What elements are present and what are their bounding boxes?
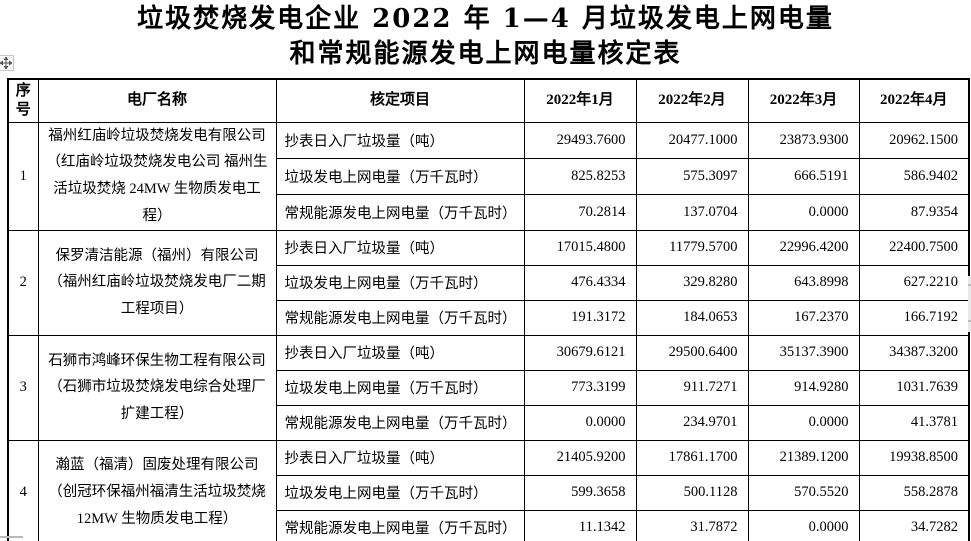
table-row: 1 福州红庙岭垃圾焚烧发电有限公司（红庙岭垃圾焚烧发电公司 福州生活垃圾焚烧 2… [7,121,970,231]
document-title-line2: 和常规能源发电上网电量核定表 [289,39,682,69]
value-cell: 599.3658 [523,474,637,511]
value-cell: 184.0653 [635,299,749,336]
bottom-left-resize-artifact [0,536,23,538]
item-cell: 抄表日入厂垃圾量（吨） [275,229,525,266]
plant-name-cell: 保罗清洁能源（福州）有限公司（福州红庙岭垃圾焚烧发电厂二期工程项目） [37,229,277,336]
value-cell: 476.4334 [523,264,637,301]
value-cell: 11779.5700 [635,229,749,266]
value-cell: 166.7192 [858,299,970,336]
table-row: 4 瀚蓝（福清）固废处理有限公司（创冠环保福州福清生活垃圾焚烧 12MW 生物质… [7,439,970,541]
value-cell: 773.3199 [523,369,637,406]
scrollbar-fragment[interactable] [968,276,971,332]
table-row: 常规能源发电上网电量（万千瓦时） 191.3172 184.0653 167.2… [8,299,970,336]
value-cell: 22996.4200 [747,229,860,266]
value-cell: 0.0000 [523,404,637,441]
index-cell: 4 [7,439,39,541]
value-cell: 911.7271 [635,369,749,406]
table-row: 垃圾发电上网电量（万千瓦时） 599.3658 500.1128 570.552… [8,474,970,511]
item-cell: 垃圾发电上网电量（万千瓦时） [275,157,525,195]
item-cell: 垃圾发电上网电量（万千瓦时） [275,474,525,511]
index-cell: 2 [7,229,39,336]
plant-name-cell: 石狮市鸿峰环保生物工程有限公司（石狮市垃圾焚烧发电综合处理厂扩建工程） [37,334,277,441]
value-cell: 87.9354 [858,193,970,231]
document-title-line1: 垃圾焚烧发电企业 2022 年 1—4 月垃圾发电上网电量 [137,4,834,34]
four-direction-arrows-icon [0,57,12,69]
table-row: 常规能源发电上网电量（万千瓦时） 70.2814 137.0704 0.0000… [8,193,970,231]
scrollbar-tick [968,284,971,286]
value-cell: 22400.7500 [858,229,970,266]
value-cell: 21389.1200 [747,439,860,476]
value-cell: 627.2210 [858,264,970,301]
header-month-jan: 2022年1月 [523,78,637,123]
item-cell: 常规能源发电上网电量（万千瓦时） [275,509,525,541]
value-cell: 191.3172 [523,299,637,336]
header-month-apr: 2022年4月 [858,78,970,123]
table-row: 垃圾发电上网电量（万千瓦时） 825.8253 575.3097 666.519… [8,157,970,195]
table-row: 3 石狮市鸿峰环保生物工程有限公司（石狮市垃圾焚烧发电综合处理厂扩建工程） 抄表… [7,334,970,441]
table-row: 2 保罗清洁能源（福州）有限公司（福州红庙岭垃圾焚烧发电厂二期工程项目） 抄表日… [7,229,970,336]
value-cell: 31.7872 [635,509,749,541]
value-cell: 29500.6400 [635,334,749,371]
value-cell: 0.0000 [747,404,860,441]
value-cell: 30679.6121 [523,334,637,371]
value-cell: 34387.3200 [858,334,970,371]
header-month-feb: 2022年2月 [635,78,749,123]
value-cell: 575.3097 [635,157,749,195]
header-month-mar: 2022年3月 [747,78,860,123]
table-header-row: 序号 电厂名称 核定项目 2022年1月 2022年2月 2022年3月 202… [7,78,970,123]
item-cell: 常规能源发电上网电量（万千瓦时） [275,404,525,441]
header-index: 序号 [7,78,39,123]
table-row: 垃圾发电上网电量（万千瓦时） 476.4334 329.8280 643.899… [8,264,970,301]
value-cell: 558.2878 [858,474,970,511]
value-cell: 21405.9200 [523,439,637,476]
value-cell: 41.3781 [858,404,970,441]
scrollbar-tick [968,320,971,322]
value-cell: 34.7282 [858,509,970,541]
value-cell: 500.1128 [635,474,749,511]
value-cell: 35137.3900 [747,334,860,371]
item-cell: 抄表日入厂垃圾量（吨） [275,334,525,371]
value-cell: 11.1342 [523,509,637,541]
plant-name-cell: 瀚蓝（福清）固废处理有限公司（创冠环保福州福清生活垃圾焚烧 12MW 生物质发电… [37,439,277,541]
item-cell: 抄表日入厂垃圾量（吨） [275,439,525,476]
value-cell: 666.5191 [747,157,860,195]
value-cell: 234.9701 [635,404,749,441]
item-cell: 抄表日入厂垃圾量（吨） [275,121,525,159]
value-cell: 570.5520 [747,474,860,511]
value-cell: 20962.1500 [858,121,970,159]
item-cell: 垃圾发电上网电量（万千瓦时） [275,369,525,406]
value-cell: 1031.7639 [858,369,970,406]
value-cell: 643.8998 [747,264,860,301]
item-cell: 常规能源发电上网电量（万千瓦时） [275,299,525,336]
value-cell: 17861.1700 [635,439,749,476]
value-cell: 19938.8500 [858,439,970,476]
table-row: 常规能源发电上网电量（万千瓦时） 11.1342 31.7872 0.0000 … [8,509,970,541]
item-cell: 垃圾发电上网电量（万千瓦时） [275,264,525,301]
verification-table: 序号 电厂名称 核定项目 2022年1月 2022年2月 2022年3月 202… [7,78,970,541]
value-cell: 586.9402 [858,157,970,195]
value-cell: 20477.1000 [635,121,749,159]
table-move-handle-icon[interactable] [0,55,14,71]
header-item: 核定项目 [275,78,525,123]
index-cell: 3 [7,334,39,441]
document-title: 垃圾焚烧发电企业 2022 年 1—4 月垃圾发电上网电量 和常规能源发电上网电… [0,2,971,72]
value-cell: 329.8280 [635,264,749,301]
value-cell: 137.0704 [635,193,749,231]
value-cell: 70.2814 [523,193,637,231]
value-cell: 23873.9300 [747,121,860,159]
plant-name-cell: 福州红庙岭垃圾焚烧发电有限公司（红庙岭垃圾焚烧发电公司 福州生活垃圾焚烧 24M… [37,121,277,231]
value-cell: 0.0000 [747,193,860,231]
value-cell: 0.0000 [747,509,860,541]
value-cell: 29493.7600 [523,121,637,159]
header-plant-name: 电厂名称 [37,78,277,123]
value-cell: 167.2370 [747,299,860,336]
index-cell: 1 [7,121,39,231]
value-cell: 825.8253 [523,157,637,195]
value-cell: 17015.4800 [523,229,637,266]
item-cell: 常规能源发电上网电量（万千瓦时） [275,193,525,231]
value-cell: 914.9280 [747,369,860,406]
